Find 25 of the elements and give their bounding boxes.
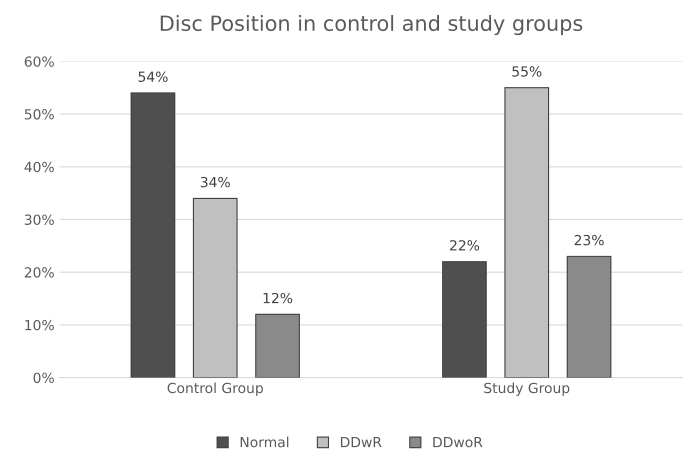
data-label: 22% xyxy=(450,240,480,251)
chart-title: Disc Position in control and study groups xyxy=(160,14,582,36)
y-tick-label: 20% xyxy=(24,267,54,278)
legend-label: DDwoR xyxy=(433,437,482,448)
bar xyxy=(442,261,487,378)
legend-label: Normal xyxy=(240,436,288,448)
y-tick-label: 10% xyxy=(25,320,54,330)
bar xyxy=(130,92,176,378)
data-label: 55% xyxy=(512,66,542,77)
data-label: 23% xyxy=(574,234,604,246)
bar xyxy=(255,314,300,378)
y-tick-label: 0% xyxy=(34,372,54,384)
bar xyxy=(504,87,550,378)
bar xyxy=(566,256,612,378)
data-label: 54% xyxy=(138,71,168,82)
y-tick-label: 30% xyxy=(24,214,54,225)
data-label: 12% xyxy=(264,292,292,304)
y-tick-label: 40% xyxy=(24,162,54,172)
bar xyxy=(192,198,238,378)
legend-label: DDwR xyxy=(340,437,382,448)
y-tick-label: 50% xyxy=(24,109,54,120)
y-tick-label: 60% xyxy=(24,56,54,67)
x-tick-label: Control Group xyxy=(168,382,263,396)
x-tick-label: Study Group xyxy=(484,382,570,396)
data-label: 34% xyxy=(200,176,230,188)
